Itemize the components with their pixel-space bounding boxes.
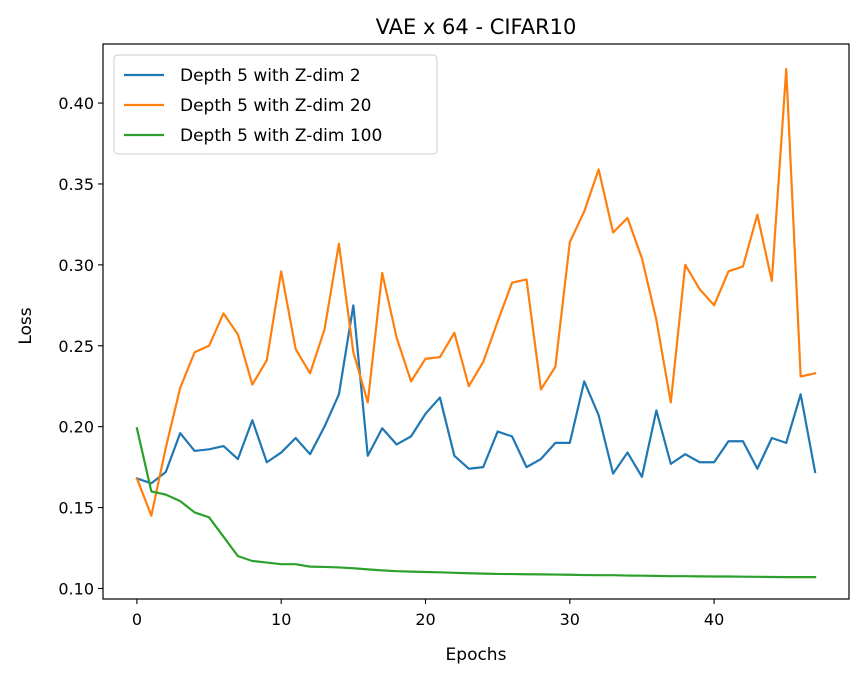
series-line-1 bbox=[135, 304, 817, 485]
y-tick-label: 0.15 bbox=[58, 499, 94, 518]
ticks: 0 10 20 30 40 0.10 0.15 0.20 0.25 0.30 0.35 0.40 bbox=[58, 94, 724, 629]
y-tick-label: 0.40 bbox=[58, 94, 94, 113]
legend-label-3: Depth 5 with Z-dim 100 bbox=[180, 126, 382, 146]
y-tick-label: 0.35 bbox=[58, 175, 94, 194]
y-tick-label: 0.30 bbox=[58, 256, 94, 275]
series-line-3 bbox=[135, 426, 817, 579]
y-tick-label: 0.20 bbox=[58, 418, 94, 437]
axes bbox=[102, 43, 850, 600]
legend: Depth 5 with Z-dim 2 Depth 5 with Z-dim 2… bbox=[113, 54, 438, 155]
y-tick-label: 0.10 bbox=[58, 579, 94, 598]
y-tick-label: 0.25 bbox=[58, 337, 94, 356]
axes-frame bbox=[102, 43, 850, 600]
x-axis-label: Epochs bbox=[446, 645, 507, 665]
x-tick-label: 30 bbox=[560, 610, 580, 629]
legend-box bbox=[113, 54, 438, 155]
x-tick-label: 40 bbox=[704, 610, 724, 629]
y-axis-label: Loss bbox=[16, 307, 36, 344]
x-tick-label: 0 bbox=[132, 610, 142, 629]
legend-label-2: Depth 5 with Z-dim 20 bbox=[180, 96, 371, 116]
series-line-2 bbox=[135, 67, 817, 517]
x-tick-label: 20 bbox=[415, 610, 435, 629]
plot-lines bbox=[135, 67, 817, 579]
legend-label-1: Depth 5 with Z-dim 2 bbox=[180, 66, 361, 86]
x-tick-label: 10 bbox=[271, 610, 291, 629]
chart-title: VAE x 64 - CIFAR10 bbox=[376, 15, 577, 39]
